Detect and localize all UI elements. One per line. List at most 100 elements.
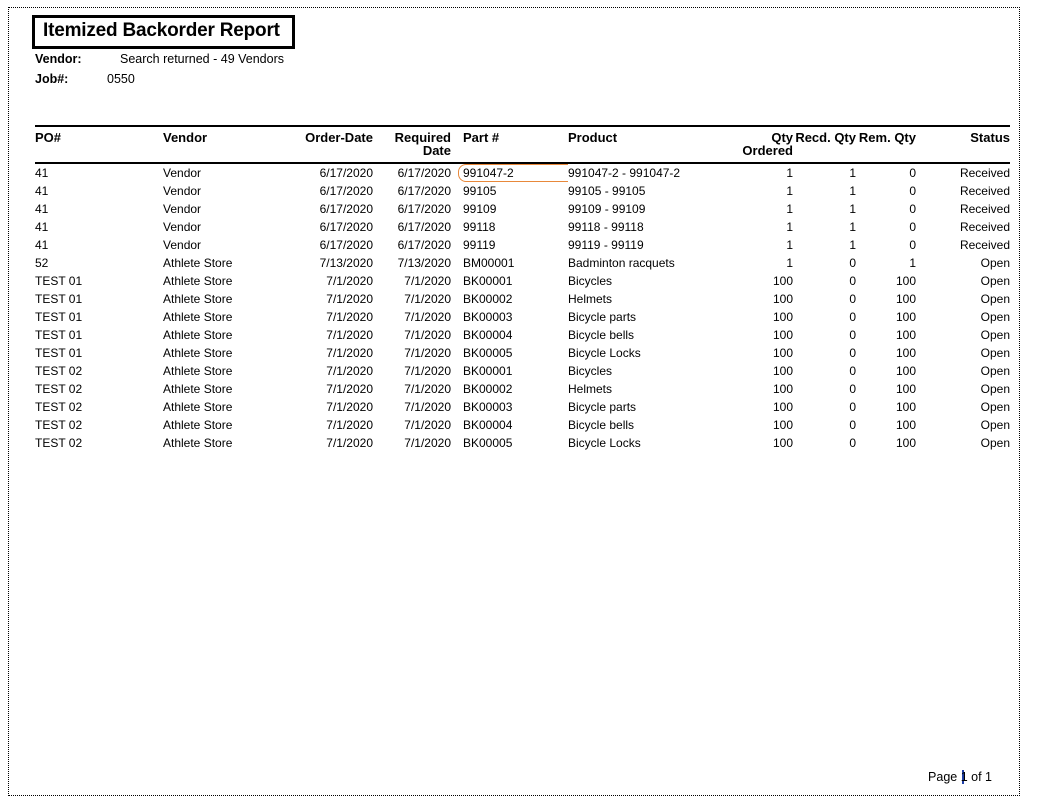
cell-part: 99118 (463, 220, 496, 234)
cell-rem-qty: 100 (895, 418, 916, 432)
cell-rem-qty: 100 (895, 436, 916, 450)
cell-product: Bicycle parts (568, 400, 637, 414)
table-body: 41 Vendor 6/17/2020 6/17/2020 991047-2 991047… (35, 163, 1010, 452)
cell-status: Received (959, 166, 1010, 180)
cell-part: BK00002 (463, 292, 513, 306)
cell-vendor: Vendor (163, 220, 202, 234)
cell-qty-ordered: 100 (772, 328, 793, 342)
cell-required-date: 7/1/2020 (404, 364, 451, 378)
table-row[interactable]: TEST 01 Athlete Store 7/1/2020 7/1/2020 BK00… (35, 290, 1010, 308)
column-header-required-date[interactable]: Required Date (379, 125, 457, 164)
cell-product: Helmets (568, 382, 613, 396)
part-number-highlight[interactable]: 991047-2 (458, 164, 568, 182)
cell-vendor: Athlete Store (163, 256, 233, 270)
cell-required-date: 7/1/2020 (404, 418, 451, 432)
report-title-box: Itemized Backorder Report (32, 15, 295, 49)
cell-product: 991047-2 - 991047-2 (568, 166, 681, 180)
table-row[interactable]: TEST 02 Athlete Store 7/1/2020 7/1/2020 BK00… (35, 434, 1010, 452)
cell-rem-qty: 100 (895, 274, 916, 288)
cell-vendor: Vendor (163, 202, 202, 216)
table-row[interactable]: TEST 02 Athlete Store 7/1/2020 7/1/2020 BK00… (35, 362, 1010, 380)
cell-rem-qty: 0 (909, 220, 916, 234)
cell-recd-qty: 1 (849, 166, 856, 180)
cell-qty-ordered: 100 (772, 346, 793, 360)
cell-order-date: 7/13/2020 (319, 256, 373, 270)
cell-vendor: Athlete Store (163, 274, 233, 288)
cell-status: Open (980, 364, 1010, 378)
cell-qty-ordered: 1 (786, 202, 793, 216)
table-row[interactable]: TEST 01 Athlete Store 7/1/2020 7/1/2020 BK00… (35, 344, 1010, 362)
cell-status: Received (959, 238, 1010, 252)
cell-qty-ordered: 100 (772, 436, 793, 450)
cell-po: TEST 02 (35, 400, 83, 414)
table-row[interactable]: TEST 01 Athlete Store 7/1/2020 7/1/2020 BK00… (35, 272, 1010, 290)
cell-recd-qty: 0 (849, 292, 856, 306)
cell-part: BK00004 (463, 418, 513, 432)
cell-order-date: 7/1/2020 (326, 274, 373, 288)
cell-vendor: Athlete Store (163, 310, 233, 324)
table-row[interactable]: TEST 01 Athlete Store 7/1/2020 7/1/2020 BK00… (35, 326, 1010, 344)
table-row[interactable]: 41 Vendor 6/17/2020 6/17/2020 99105 99105 - 9… (35, 182, 1010, 200)
column-header-part[interactable]: Part # (457, 125, 568, 164)
cell-order-date: 6/17/2020 (319, 220, 373, 234)
cell-rem-qty: 100 (895, 346, 916, 360)
cell-qty-ordered: 100 (772, 274, 793, 288)
column-header-required-date-line1: Required (394, 130, 451, 145)
cell-order-date: 7/1/2020 (326, 418, 373, 432)
cell-part: 99105 (463, 184, 497, 198)
cell-product: Badminton racquets (568, 256, 675, 270)
table-row[interactable]: 41 Vendor 6/17/2020 6/17/2020 99118 99118 - 9… (35, 218, 1010, 236)
column-header-qty-ordered[interactable]: Qty Ordered (723, 125, 793, 164)
table-row[interactable]: 41 Vendor 6/17/2020 6/17/2020 99109 99109 - 9… (35, 200, 1010, 218)
column-header-order-date[interactable]: Order-Date (288, 125, 379, 164)
cell-rem-qty: 0 (909, 166, 916, 180)
column-header-rem-qty[interactable]: Rem. Qty (856, 125, 916, 164)
job-label: Job#: (35, 72, 69, 86)
column-header-vendor[interactable]: Vendor (163, 125, 288, 164)
cell-status: Open (980, 346, 1010, 360)
cell-part: 99109 (463, 202, 497, 216)
cell-po: 41 (35, 238, 49, 252)
page-footer: Page 1 of 1 (35, 770, 993, 784)
column-header-recd-qty[interactable]: Recd. Qty (793, 125, 856, 164)
cell-part: 991047-2 (457, 163, 568, 182)
table-row[interactable]: 41 Vendor 6/17/2020 6/17/2020 99119 99119 - 9… (35, 236, 1010, 254)
cell-part: BK00005 (463, 436, 513, 450)
cell-required-date: 6/17/2020 (397, 184, 451, 198)
cell-rem-qty: 0 (909, 202, 916, 216)
cell-status: Open (980, 382, 1010, 396)
cell-recd-qty: 1 (849, 220, 856, 234)
cell-vendor: Vendor (163, 184, 202, 198)
cell-recd-qty: 0 (849, 436, 856, 450)
cell-required-date: 7/1/2020 (404, 400, 451, 414)
cell-po: TEST 02 (35, 436, 83, 450)
table-row[interactable]: 41 Vendor 6/17/2020 6/17/2020 991047-2 991047… (35, 163, 1010, 182)
column-header-qty-ordered-line2: Ordered (742, 143, 793, 158)
cell-status: Open (980, 328, 1010, 342)
table-row[interactable]: 52 Athlete Store 7/13/2020 7/13/2020 BM00001… (35, 254, 1010, 272)
cell-status: Received (959, 184, 1010, 198)
cell-qty-ordered: 100 (772, 382, 793, 396)
cell-po: 52 (35, 256, 49, 270)
cell-recd-qty: 0 (849, 310, 856, 324)
cell-vendor: Athlete Store (163, 328, 233, 342)
cell-rem-qty: 100 (895, 292, 916, 306)
table-row[interactable]: TEST 02 Athlete Store 7/1/2020 7/1/2020 BK00… (35, 380, 1010, 398)
cell-required-date: 6/17/2020 (397, 220, 451, 234)
table-row[interactable]: TEST 01 Athlete Store 7/1/2020 7/1/2020 BK00… (35, 308, 1010, 326)
cell-product: Bicycle bells (568, 418, 635, 432)
cell-order-date: 7/1/2020 (326, 292, 373, 306)
cell-vendor: Athlete Store (163, 292, 233, 306)
column-header-product[interactable]: Product (568, 125, 723, 164)
column-header-po[interactable]: PO# (35, 125, 163, 164)
cell-order-date: 6/17/2020 (319, 184, 373, 198)
cell-product: 99109 - 99109 (568, 202, 646, 216)
column-header-status[interactable]: Status (916, 125, 1010, 164)
table-row[interactable]: TEST 02 Athlete Store 7/1/2020 7/1/2020 BK00… (35, 416, 1010, 434)
cell-rem-qty: 100 (895, 328, 916, 342)
table-row[interactable]: TEST 02 Athlete Store 7/1/2020 7/1/2020 BK00… (35, 398, 1010, 416)
table-header-row: PO# Vendor Order-Date Required Date Part… (35, 125, 1010, 164)
cell-part: BK00001 (463, 274, 513, 288)
cell-required-date: 6/17/2020 (397, 238, 451, 252)
